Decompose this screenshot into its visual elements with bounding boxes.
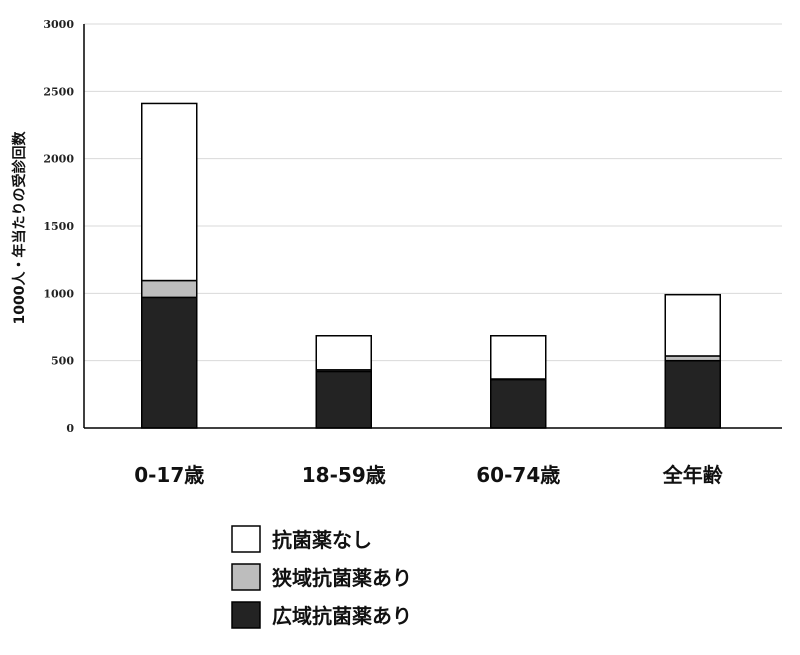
legend-label: 広域抗菌薬あり — [272, 604, 412, 628]
legend-swatch — [231, 525, 261, 553]
bar-segment — [664, 293, 721, 357]
y-tick-label: 3000 — [43, 18, 74, 31]
legend-swatch — [231, 563, 261, 591]
bar-segment — [141, 296, 198, 429]
legend-swatch — [231, 601, 261, 629]
x-category-labels: 0-17歳 18-59歳 60-74歳 全年齢 — [134, 463, 724, 487]
bar-segment — [490, 378, 547, 429]
x-category-label: 全年齢 — [662, 463, 724, 487]
y-axis-label: 1000人・年当たりの受診回数 — [11, 131, 28, 325]
y-tick-label: 500 — [51, 355, 74, 368]
bar-segment — [315, 335, 372, 371]
y-tick-label: 0 — [66, 422, 74, 435]
x-category-label: 60-74歳 — [476, 463, 560, 487]
x-category-label: 0-17歳 — [134, 463, 204, 487]
y-tick-label: 1000 — [43, 287, 74, 300]
bar-segment — [141, 279, 198, 299]
axes — [83, 24, 782, 429]
bar-segment — [315, 370, 372, 429]
bar-segment — [141, 102, 198, 282]
bar-segment — [490, 335, 547, 380]
y-tick-labels: 0 500 1000 1500 2000 2500 3000 — [43, 18, 74, 435]
bar-segment — [664, 359, 721, 429]
legend-label: 狭域抗菌薬あり — [271, 566, 412, 590]
y-tick-label: 2500 — [43, 85, 74, 98]
legend-label: 抗菌薬なし — [272, 528, 372, 552]
y-tick-label: 2000 — [43, 153, 74, 166]
x-category-label: 18-59歳 — [302, 463, 386, 487]
y-tick-label: 1500 — [43, 220, 74, 233]
bars — [141, 102, 721, 429]
